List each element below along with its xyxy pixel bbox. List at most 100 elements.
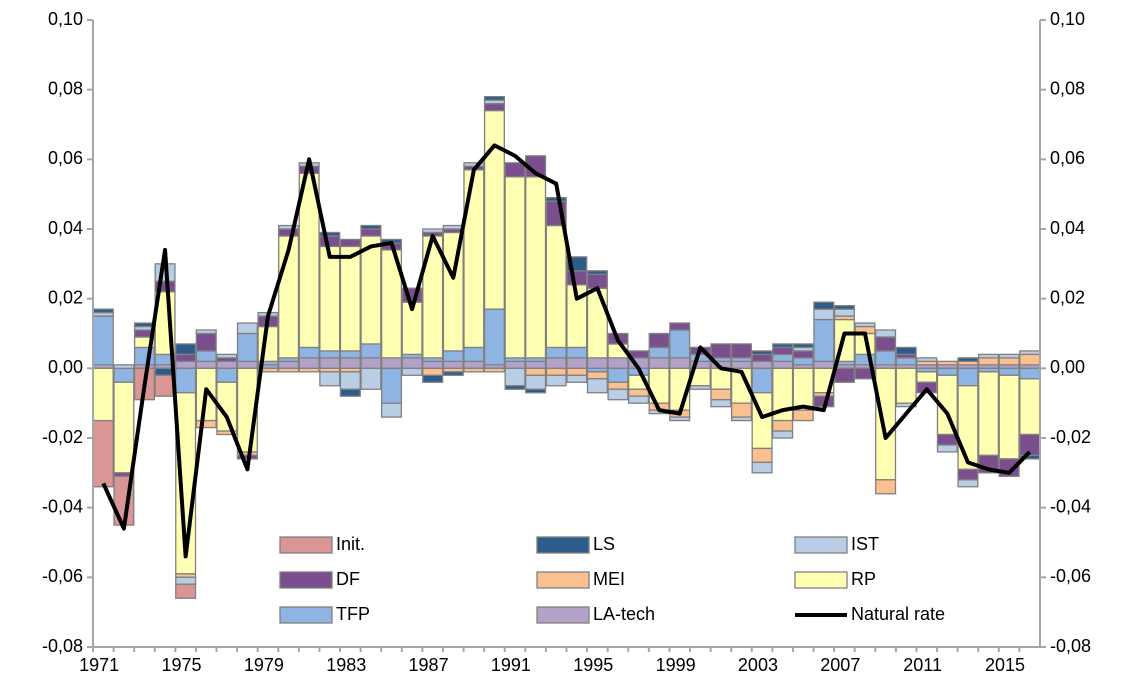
legend-swatch bbox=[279, 571, 333, 589]
bar-segment bbox=[710, 399, 732, 408]
bar-segment bbox=[504, 360, 526, 369]
x-tick-label: 2011 bbox=[903, 655, 942, 675]
bar-segment bbox=[442, 360, 464, 369]
bar-segment bbox=[730, 343, 753, 359]
bar-segment bbox=[772, 343, 794, 349]
bar-segment bbox=[525, 176, 547, 359]
bar-segment bbox=[813, 308, 835, 321]
bar-segment bbox=[422, 367, 444, 376]
bar-segment bbox=[792, 357, 814, 366]
bar-segment bbox=[298, 346, 320, 359]
bar-segment bbox=[792, 367, 814, 411]
bar-segment bbox=[648, 332, 670, 349]
bar-segment bbox=[607, 388, 629, 401]
y-tick-label: -0,04 bbox=[42, 496, 83, 516]
bar-segment bbox=[751, 447, 773, 464]
bar-segment bbox=[504, 162, 526, 178]
y2-tick-label: 0,02 bbox=[1050, 287, 1085, 307]
bar-segment bbox=[586, 371, 608, 380]
y-tick-label: 0,10 bbox=[48, 9, 83, 29]
bar-segment bbox=[936, 360, 958, 366]
legend-label: DF bbox=[336, 569, 360, 589]
bar-segment bbox=[298, 367, 320, 373]
y2-tick-label: 0,06 bbox=[1050, 148, 1085, 168]
legend-swatch bbox=[279, 536, 333, 554]
bar-segment bbox=[875, 350, 897, 366]
bar-segment bbox=[586, 270, 608, 275]
bar-segment bbox=[936, 367, 958, 376]
bar-segment bbox=[772, 353, 794, 363]
bar-segment bbox=[380, 357, 403, 369]
bar-segment bbox=[586, 287, 608, 359]
bar-segment bbox=[278, 224, 300, 230]
bar-segment bbox=[216, 367, 238, 383]
bar-segment bbox=[730, 416, 753, 422]
bar-segment bbox=[360, 367, 382, 390]
bar-segment bbox=[875, 336, 897, 352]
bar-segment bbox=[216, 360, 238, 369]
bar-segment bbox=[936, 433, 958, 446]
bar-segment bbox=[339, 238, 361, 248]
bar-segment bbox=[92, 315, 114, 366]
bar-segment bbox=[319, 357, 341, 369]
y-tick-label: 0,08 bbox=[48, 78, 83, 98]
y2-tick-label: 0,00 bbox=[1050, 357, 1085, 377]
bar-segment bbox=[113, 364, 135, 369]
y-tick-label: 0,06 bbox=[48, 148, 83, 168]
bar-segment bbox=[875, 367, 897, 481]
bar-segment bbox=[751, 461, 773, 474]
bar-segment bbox=[360, 228, 382, 237]
bar-segment bbox=[895, 357, 917, 366]
bar-segment bbox=[442, 350, 464, 363]
y2-tick-label: -0,06 bbox=[1050, 566, 1091, 586]
bar-segment bbox=[319, 235, 341, 248]
bar-segment bbox=[669, 357, 691, 369]
legend-label: IST bbox=[851, 534, 879, 554]
bar-segment bbox=[195, 329, 217, 335]
bar-segment bbox=[92, 419, 114, 488]
bar-segment bbox=[607, 367, 629, 383]
legend-swatch bbox=[794, 536, 848, 554]
x-tick-label: 1975 bbox=[162, 655, 202, 675]
bar-segment bbox=[566, 270, 588, 286]
x-tick-label: 1971 bbox=[79, 655, 119, 675]
bar-segment bbox=[195, 350, 217, 363]
bar-segment bbox=[463, 162, 485, 167]
bar-segment bbox=[998, 367, 1020, 376]
y2-tick-label: 0,08 bbox=[1050, 78, 1085, 98]
bar-segment bbox=[545, 196, 567, 202]
y-tick-label: 0,00 bbox=[48, 357, 83, 377]
x-tick-label: 2007 bbox=[820, 655, 860, 675]
bar-segment bbox=[175, 343, 197, 356]
bar-segment bbox=[751, 353, 773, 363]
bar-segment bbox=[978, 357, 1000, 366]
bar-segment bbox=[833, 308, 855, 317]
bar-segment bbox=[463, 360, 485, 369]
y-tick-label: -0,02 bbox=[42, 427, 83, 447]
bar-segment bbox=[566, 374, 588, 383]
bar-segment bbox=[669, 329, 691, 359]
bar-segment bbox=[278, 360, 300, 369]
bar-segment bbox=[916, 357, 938, 363]
bar-segment bbox=[483, 308, 505, 366]
bar-segment bbox=[833, 304, 855, 310]
y2-tick-label: -0,08 bbox=[1050, 636, 1091, 656]
bar-segment bbox=[648, 357, 670, 369]
bar-segment bbox=[525, 388, 547, 394]
bar-segment bbox=[792, 409, 814, 422]
bar-segment bbox=[545, 357, 567, 369]
bar-segment bbox=[813, 301, 835, 310]
x-tick-label: 1979 bbox=[244, 655, 284, 675]
bar-segment bbox=[772, 430, 794, 439]
legend-label: LS bbox=[593, 534, 615, 554]
line-series bbox=[101, 143, 1032, 559]
bar-segment bbox=[854, 322, 876, 328]
bar-segment bbox=[339, 357, 361, 369]
legend-swatch bbox=[279, 606, 333, 624]
bar-segment bbox=[525, 360, 547, 369]
bar-segment bbox=[216, 430, 238, 436]
bar-segment bbox=[586, 378, 608, 394]
bar-segment bbox=[895, 367, 917, 404]
bar-segment bbox=[648, 346, 670, 359]
y2-tick-label: -0,02 bbox=[1050, 427, 1091, 447]
